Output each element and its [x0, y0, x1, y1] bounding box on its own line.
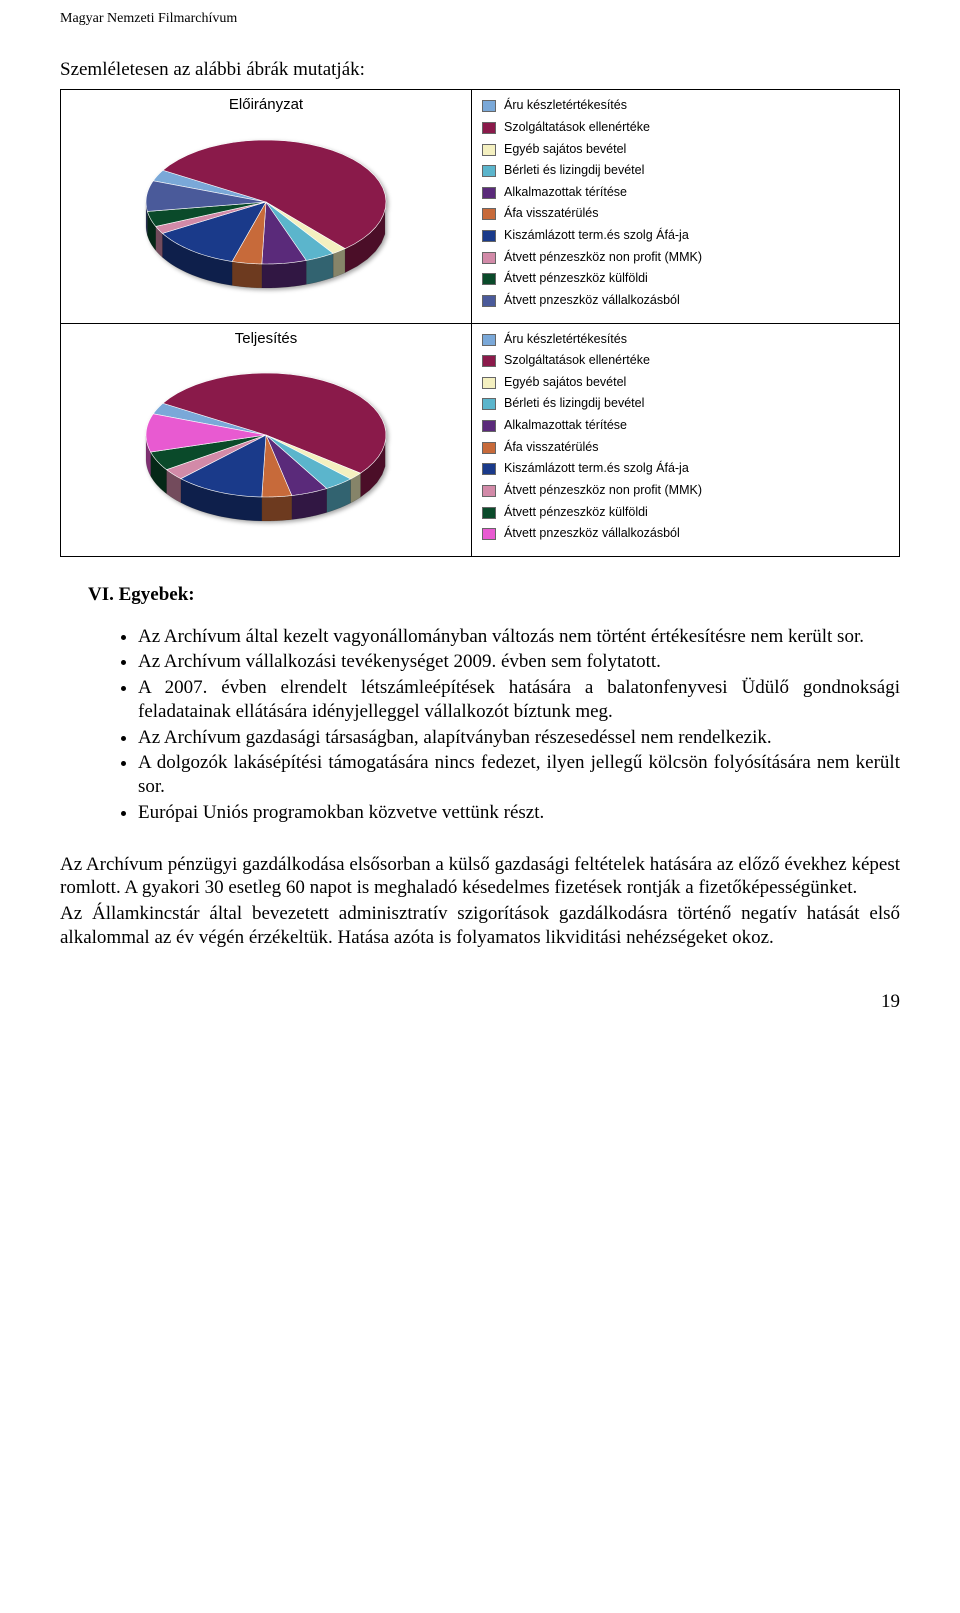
legend-swatch — [482, 208, 496, 220]
legend-item: Átvett pénzeszköz külföldi — [482, 271, 889, 287]
legend-swatch — [482, 100, 496, 112]
list-item: Az Archívum vállalkozási tevékenységet 2… — [138, 650, 900, 674]
legend-label: Bérleti és lizingdij bevétel — [504, 163, 644, 179]
legend-swatch — [482, 398, 496, 410]
legend-item: Áfa visszatérülés — [482, 206, 889, 222]
legend-label: Átvett pnzeszköz vállalkozásból — [504, 526, 680, 542]
legend-label: Áru készletértékesítés — [504, 98, 627, 114]
chart-left-1: Előirányzat — [61, 90, 471, 322]
paragraph-2: Az Államkincstár által bevezetett admini… — [60, 902, 900, 950]
legend-item: Átvett pnzeszköz vállalkozásból — [482, 526, 889, 542]
legend-swatch — [482, 122, 496, 134]
legend-swatch — [482, 295, 496, 307]
list-item: A dolgozók lakásépítési támogatására nin… — [138, 751, 900, 799]
legend-swatch — [482, 334, 496, 346]
chart-title-1: Előirányzat — [61, 90, 471, 119]
page-number: 19 — [60, 990, 900, 1014]
legend-label: Átvett pénzeszköz külföldi — [504, 271, 648, 287]
legend-item: Átvett pnzeszköz vállalkozásból — [482, 293, 889, 309]
legend-item: Átvett pénzeszköz non profit (MMK) — [482, 250, 889, 266]
legend-item: Kiszámlázott term.és szolg Áfá-ja — [482, 228, 889, 244]
legend-label: Átvett pnzeszköz vállalkozásból — [504, 293, 680, 309]
chart-legend-1: Áru készletértékesítés Szolgáltatások ell… — [471, 90, 899, 322]
legend-swatch — [482, 463, 496, 475]
legend-item: Bérleti és lizingdij bevétel — [482, 396, 889, 412]
chart-stack: Előirányzat Áru készletértékesítés Szolgá… — [60, 89, 900, 557]
legend-swatch — [482, 252, 496, 264]
legend-label: Bérleti és lizingdij bevétel — [504, 396, 644, 412]
legend-item: Szolgáltatások ellenértéke — [482, 353, 889, 369]
list-item: Az Archívum által kezelt vagyonállományb… — [138, 625, 900, 649]
legend-label: Egyéb sajátos bevétel — [504, 142, 626, 158]
legend-label: Kiszámlázott term.és szolg Áfá-ja — [504, 228, 689, 244]
legend-swatch — [482, 528, 496, 540]
legend-item: Kiszámlázott term.és szolg Áfá-ja — [482, 461, 889, 477]
legend-swatch — [482, 420, 496, 432]
legend-item: Egyéb sajátos bevétel — [482, 375, 889, 391]
legend-item: Átvett pénzeszköz külföldi — [482, 505, 889, 521]
chart-panel-eloiranyzat: Előirányzat Áru készletértékesítés Szolgá… — [60, 89, 900, 323]
legend-label: Áfa visszatérülés — [504, 206, 598, 222]
legend-label: Kiszámlázott term.és szolg Áfá-ja — [504, 461, 689, 477]
document-header: Magyar Nemzeti Filmarchívum — [60, 10, 900, 28]
legend-label: Átvett pénzeszköz non profit (MMK) — [504, 250, 702, 266]
legend-label: Átvett pénzeszköz külföldi — [504, 505, 648, 521]
chart-legend-2: Áru készletértékesítés Szolgáltatások ell… — [471, 324, 899, 556]
intro-line: Szemléletesen az alábbi ábrák mutatják: — [60, 58, 900, 82]
list-item: A 2007. évben elrendelt létszámleépítése… — [138, 676, 900, 724]
legend-swatch — [482, 144, 496, 156]
legend-label: Alkalmazottak térítése — [504, 418, 627, 434]
bullet-list: Az Archívum által kezelt vagyonállományb… — [138, 625, 900, 825]
chart-panel-teljesites: Teljesítés Áru készletértékesítés Szolgál… — [60, 324, 900, 557]
list-item: Az Archívum gazdasági társaságban, alapí… — [138, 726, 900, 750]
legend-swatch — [482, 377, 496, 389]
pie-wrap-2 — [61, 352, 471, 532]
legend-swatch — [482, 230, 496, 242]
legend-label: Átvett pénzeszköz non profit (MMK) — [504, 483, 702, 499]
legend-item: Alkalmazottak térítése — [482, 185, 889, 201]
list-item: Európai Uniós programokban közvetve vett… — [138, 801, 900, 825]
section-title-egyebek: VI. Egyebek: — [88, 583, 900, 607]
pie-chart-2 — [116, 357, 416, 527]
legend-label: Egyéb sajátos bevétel — [504, 375, 626, 391]
legend-item: Alkalmazottak térítése — [482, 418, 889, 434]
legend-swatch — [482, 273, 496, 285]
legend-item: Bérleti és lizingdij bevétel — [482, 163, 889, 179]
legend-item: Egyéb sajátos bevétel — [482, 142, 889, 158]
legend-swatch — [482, 485, 496, 497]
legend-swatch — [482, 507, 496, 519]
pie-wrap-1 — [61, 119, 471, 299]
legend-item: Áru készletértékesítés — [482, 332, 889, 348]
legend-swatch — [482, 165, 496, 177]
chart-left-2: Teljesítés — [61, 324, 471, 556]
legend-label: Áfa visszatérülés — [504, 440, 598, 456]
chart-title-2: Teljesítés — [61, 324, 471, 353]
legend-item: Átvett pénzeszköz non profit (MMK) — [482, 483, 889, 499]
legend-item: Szolgáltatások ellenértéke — [482, 120, 889, 136]
pie-chart-1 — [116, 124, 416, 294]
legend-swatch — [482, 187, 496, 199]
legend-swatch — [482, 355, 496, 367]
legend-label: Alkalmazottak térítése — [504, 185, 627, 201]
legend-label: Szolgáltatások ellenértéke — [504, 120, 650, 136]
legend-label: Szolgáltatások ellenértéke — [504, 353, 650, 369]
legend-item: Áru készletértékesítés — [482, 98, 889, 114]
legend-item: Áfa visszatérülés — [482, 440, 889, 456]
legend-label: Áru készletértékesítés — [504, 332, 627, 348]
paragraph-1: Az Archívum pénzügyi gazdálkodása elsőso… — [60, 853, 900, 901]
legend-swatch — [482, 442, 496, 454]
